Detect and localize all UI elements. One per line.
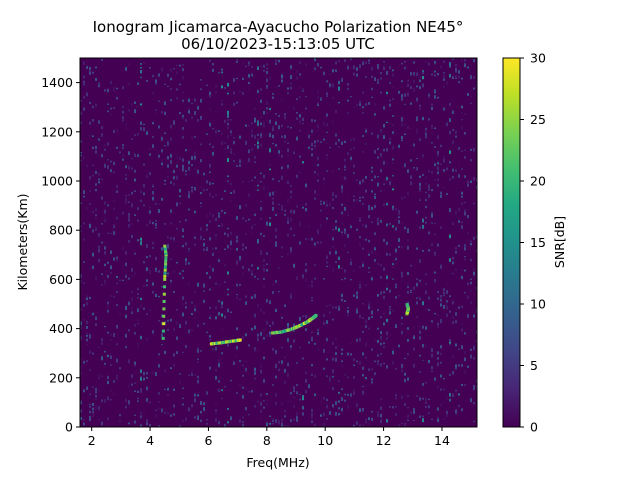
x-axis-label: Freq(MHz) [246, 455, 309, 470]
y-axis-label: Kilometers(Km) [15, 193, 30, 290]
y-tick-label: 400 [49, 321, 73, 336]
colorbar-tick-label: 5 [530, 358, 538, 373]
echo-point [162, 307, 166, 311]
chart-title: Ionogram Jicamarca-Ayacucho Polarization… [93, 18, 464, 36]
echo-point [162, 300, 166, 303]
x-tick-label: 6 [204, 433, 212, 448]
colorbar-tick-label: 0 [530, 420, 538, 435]
x-tick-label: 2 [88, 433, 96, 448]
colorbar: 0 5 10 15 20 25 30 SNR[dB] [502, 51, 567, 435]
x-axis: 2 4 6 8 10 12 14 [88, 427, 450, 448]
colorbar-ticks: 0 5 10 15 20 25 30 [520, 51, 546, 435]
trace-layer [161, 244, 410, 346]
echo-point [164, 262, 168, 266]
echo-point [314, 313, 318, 317]
y-tick-label: 0 [65, 420, 73, 435]
echo-point [162, 292, 166, 296]
plot-frame [79, 57, 478, 428]
y-axis: 0 200 400 600 800 1000 1200 1400 [41, 75, 80, 435]
echo-point [163, 277, 167, 281]
y-tick-label: 600 [49, 272, 73, 287]
colorbar-tick-label: 25 [530, 112, 546, 127]
colorbar-tick-label: 15 [530, 235, 546, 250]
chart-subtitle: 06/10/2023-15:13:05 UTC [181, 35, 375, 53]
plot-background [80, 58, 477, 427]
y-tick-label: 1000 [41, 174, 73, 189]
colorbar-tick-label: 30 [530, 51, 546, 66]
echo-point [163, 274, 167, 278]
x-tick-label: 4 [146, 433, 154, 448]
echo-point [163, 268, 167, 272]
y-tick-label: 1400 [41, 75, 73, 90]
x-tick-label: 12 [376, 433, 392, 448]
colorbar-tick-label: 10 [530, 297, 546, 312]
echo-point [162, 322, 166, 326]
echo-point [161, 329, 165, 333]
echo-point [162, 314, 166, 318]
x-tick-label: 14 [434, 433, 450, 448]
colorbar-tick-label: 20 [530, 174, 546, 189]
plot-area [79, 57, 478, 428]
echo-trace-4 [405, 303, 410, 316]
echo-point [164, 259, 168, 263]
x-tick-label: 8 [263, 433, 271, 448]
echo-point [238, 338, 242, 342]
echo-trace-3 [161, 244, 168, 340]
y-tick-label: 1200 [41, 124, 73, 139]
echo-point [163, 265, 167, 269]
echo-trace-2 [271, 313, 318, 335]
echo-point [405, 303, 409, 307]
echo-point [163, 244, 167, 248]
colorbar-gradient [502, 57, 521, 428]
echo-point [163, 271, 167, 275]
echo-point [164, 256, 168, 260]
colorbar-label: SNR[dB] [552, 216, 567, 268]
echo-point [163, 285, 166, 289]
x-tick-label: 10 [317, 433, 333, 448]
y-tick-label: 800 [49, 223, 73, 238]
y-tick-label: 200 [49, 370, 73, 385]
echo-trace-1 [209, 338, 242, 346]
echo-point [161, 336, 165, 340]
noise-layer [80, 58, 477, 427]
